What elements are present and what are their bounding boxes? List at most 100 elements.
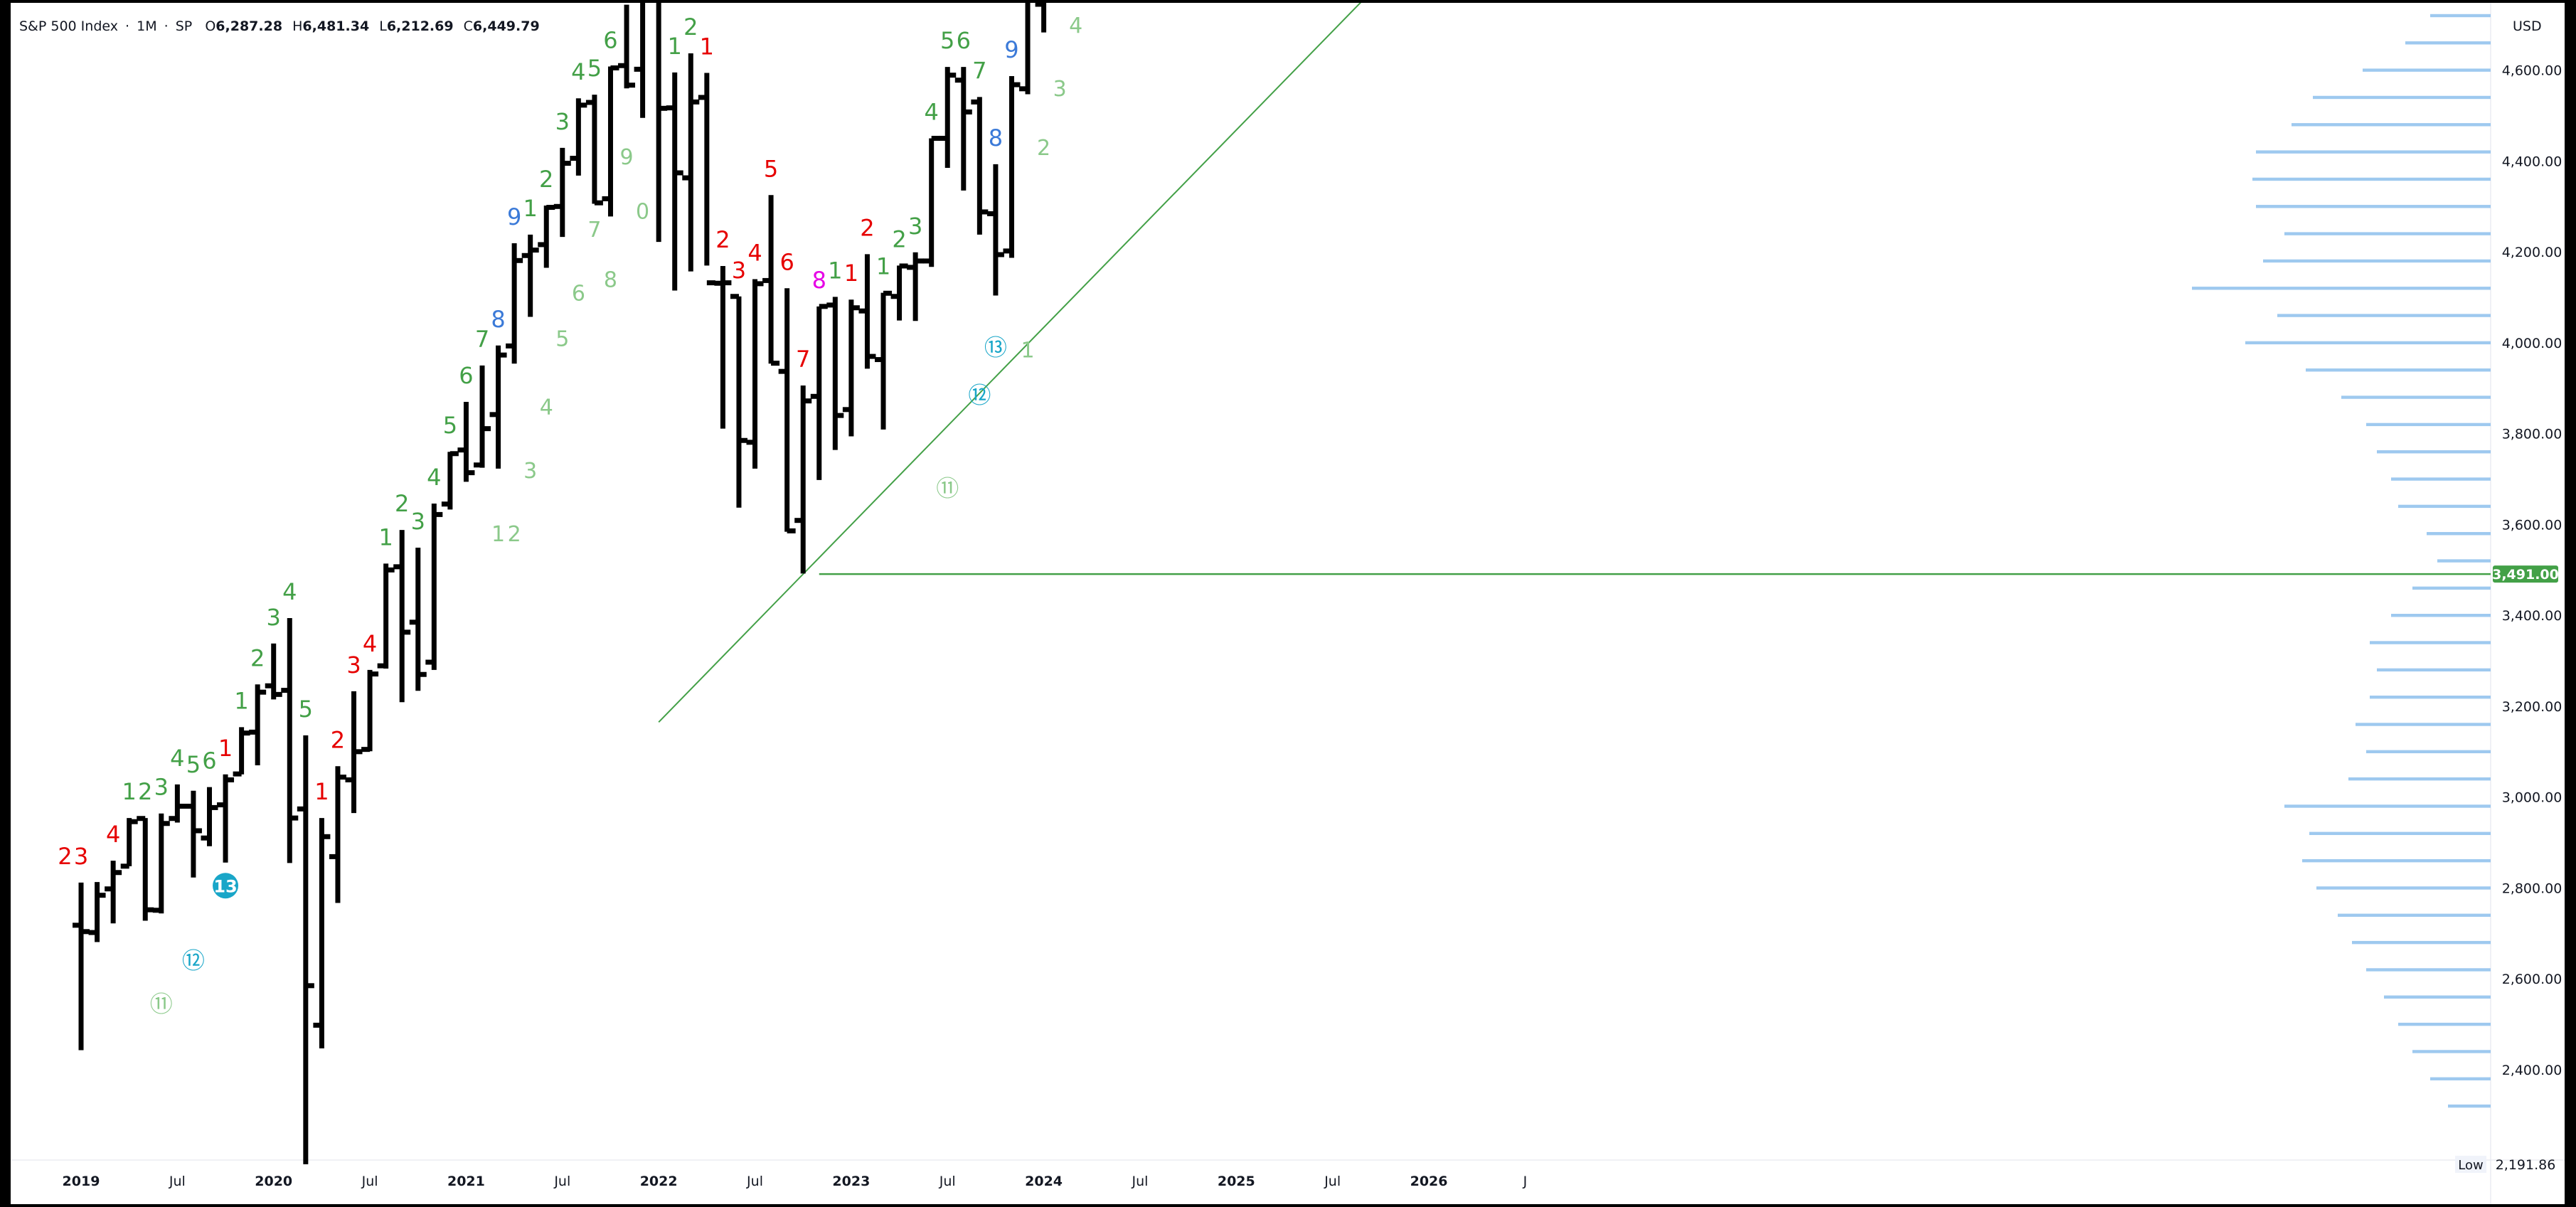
- volume-profile-row: [2391, 614, 2491, 617]
- volume-profile-row: [2302, 858, 2491, 863]
- setup-count-label: 4: [363, 630, 377, 657]
- ohlc-bar: [730, 294, 747, 508]
- ohlc-bar: [714, 265, 732, 429]
- setup-count-label: 6: [603, 27, 617, 54]
- countdown-count-label: 5: [555, 327, 569, 352]
- symbol-name: S&P 500 Index: [19, 18, 118, 34]
- interval-label: 1M: [137, 18, 157, 34]
- volume-profile-row: [2338, 913, 2491, 918]
- volume-profile-row: [2430, 1077, 2491, 1080]
- chart-panel[interactable]: 2,400.00 2,600.00 2,800.00 3,000.00 3,200.00…: [11, 3, 2565, 1204]
- x-tick-label: J: [1523, 1174, 1528, 1189]
- volume-profile-row: [2398, 1022, 2491, 1026]
- volume-profile-row: [2377, 450, 2491, 454]
- volume-profile-row: [2252, 177, 2491, 181]
- trend-channel-line: [658, 3, 1362, 723]
- ohlc-bar: [634, 3, 646, 118]
- volume-profile-row: [2352, 940, 2491, 945]
- ohlc-bar: [666, 72, 683, 291]
- close-label: C: [463, 18, 473, 34]
- countdown-count-label: 3: [1053, 77, 1067, 102]
- setup-count-label: 9: [507, 203, 521, 230]
- setup-count-label: 4: [747, 239, 762, 266]
- setup-count-label: 6: [202, 748, 216, 775]
- ohlc-bar: [1003, 75, 1021, 258]
- countdown-count-label: 0: [636, 200, 649, 225]
- setup-count-label: 4: [170, 745, 184, 772]
- ohlc-bar: [105, 861, 122, 924]
- volume-profile-row: [2284, 232, 2491, 235]
- setup-count-label: 1: [668, 33, 682, 60]
- ohlc-bar: [986, 164, 1004, 296]
- setup-count-label: 1: [844, 260, 858, 287]
- countdown-count-label: ⑫: [968, 381, 991, 408]
- volume-profile-row: [2348, 777, 2491, 781]
- countdown-count-label: 8: [604, 267, 617, 292]
- countdown-count-label: 9: [619, 145, 633, 170]
- y-tick-label: 4,400.00: [2502, 154, 2562, 169]
- ohlc-bar: [152, 813, 170, 914]
- countdown-count-label: ⑬: [984, 334, 1007, 361]
- ohlc-bar: [329, 766, 346, 903]
- volume-profile-row: [2263, 259, 2491, 263]
- setup-count-label: 3: [908, 213, 922, 240]
- volume-profile-row: [2405, 41, 2491, 45]
- ohlc-bar: [553, 147, 571, 238]
- ohlc-bar: [137, 816, 154, 921]
- high-label: H: [292, 18, 303, 34]
- ohlc-bar: [778, 288, 796, 533]
- price-level-label: 3,491.00: [2492, 567, 2559, 583]
- setup-count-label: 4: [571, 58, 585, 85]
- ohlc-bar: [922, 135, 940, 267]
- price-chart[interactable]: 2,400.00 2,600.00 2,800.00 3,000.00 3,200.00…: [11, 3, 2565, 1204]
- ohlc-bar: [489, 345, 507, 469]
- ohlc-bar: [570, 98, 587, 176]
- volume-profile-row: [2398, 504, 2491, 509]
- low-label: L: [379, 18, 387, 34]
- setup-count-label: 3: [267, 604, 281, 631]
- volume-profile-row: [2306, 368, 2491, 372]
- setup-count-label: 3: [732, 257, 746, 284]
- ohlc-bar: [585, 95, 603, 206]
- setup-count-label: 5: [764, 155, 778, 182]
- ohlc-bar: [858, 254, 876, 369]
- y-tick-label: 4,600.00: [2502, 63, 2562, 79]
- y-tick-label: 4,000.00: [2502, 336, 2562, 351]
- x-tick-label: 2022: [640, 1174, 678, 1189]
- ohlc-bar: [794, 385, 812, 574]
- setup-count-label: 2: [860, 214, 874, 241]
- low-tag-bg: [2455, 1155, 2486, 1173]
- x-tick-label: 2025: [1218, 1174, 1255, 1189]
- exchange-label: SP: [175, 18, 193, 34]
- ohlc-bar: [393, 530, 411, 703]
- ohlc-bar: [842, 299, 860, 437]
- setup-count-label: 5: [940, 27, 954, 54]
- x-tick-label: Jul: [169, 1174, 186, 1189]
- volume-profile-row: [2370, 641, 2491, 644]
- ohlc-bar: [538, 205, 555, 268]
- volume-profile-row: [2366, 968, 2491, 972]
- countdown-count-label: 6: [572, 282, 585, 307]
- setup-count-label: 5: [443, 412, 457, 439]
- volume-profile-row: [2377, 668, 2491, 672]
- setup-count-label: 3: [346, 652, 361, 679]
- setup-count-label: 3: [411, 508, 425, 535]
- setup-count-label: 5: [299, 696, 313, 723]
- setup-count-label: 1: [828, 257, 842, 284]
- ohlc-bar: [88, 882, 106, 942]
- setup-count-label: 2: [138, 778, 152, 805]
- setup-count-label: 2: [892, 225, 906, 252]
- ohlc-bar: [890, 263, 908, 321]
- volume-profile-row: [2437, 559, 2491, 563]
- setup-count-label: 1: [378, 523, 393, 551]
- ohlc-bar: [875, 290, 892, 430]
- ohlc-bar: [907, 252, 925, 321]
- high-value: 6,481.34: [302, 18, 370, 34]
- setup-count-label: 3: [555, 108, 570, 135]
- setup-count-label: 1: [234, 687, 248, 714]
- setup-count-label: 5: [587, 55, 602, 82]
- volume-profile-row: [2313, 95, 2491, 100]
- countdown-count-label: 2: [508, 522, 521, 547]
- x-tick-label: Jul: [361, 1174, 378, 1189]
- open-label: O: [205, 18, 216, 34]
